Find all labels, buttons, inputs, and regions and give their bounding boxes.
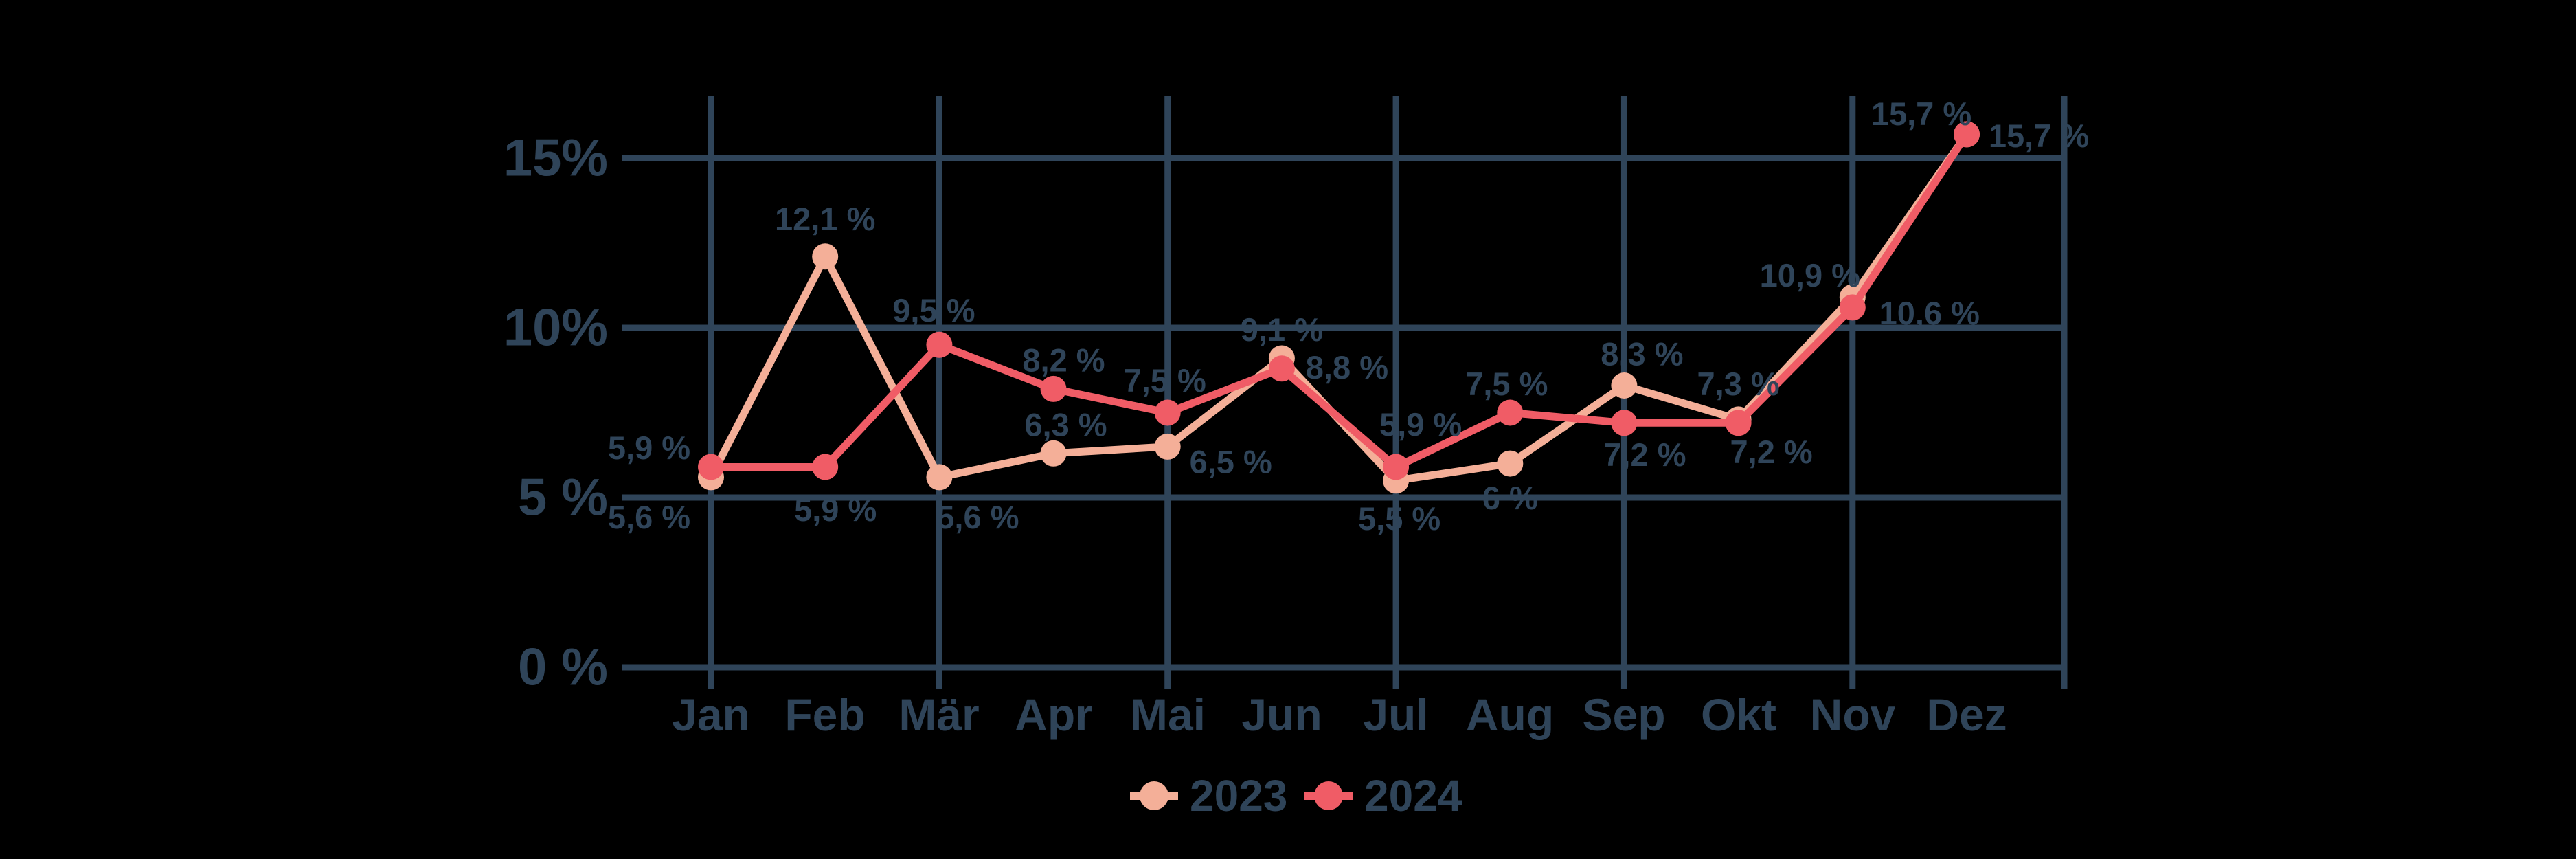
data-point-2024-Jan[interactable]: [698, 454, 724, 480]
data-label-2024-Mai: 7,5 %: [1124, 362, 1206, 399]
data-point-2024-Dez[interactable]: [1954, 121, 1980, 148]
x-axis-label: Apr: [1015, 689, 1093, 740]
data-label-2024-Feb: 5,9 %: [794, 491, 877, 528]
series-layer: [698, 121, 1980, 494]
data-point-2024-Feb[interactable]: [812, 454, 839, 480]
x-axis-label: Sep: [1582, 689, 1665, 740]
x-axis-label: Jul: [1363, 689, 1428, 740]
data-point-2024-Jun[interactable]: [1268, 355, 1295, 382]
x-axis-label: Dez: [1926, 689, 2007, 740]
data-point-2023-Sep[interactable]: [1611, 372, 1638, 399]
data-label-2024-Jul: 5,9 %: [1379, 406, 1462, 443]
data-label-2023-Mai: 6,5 %: [1190, 443, 1272, 480]
x-axis: Jan Feb Mär Apr Mai Jun Jul Aug Sep Okt …: [672, 689, 2007, 740]
data-label-2024-Jan: 5,9 %: [608, 430, 690, 466]
data-label-2023-Feb: 12,1 %: [775, 201, 875, 237]
data-label-2023-Jul: 5,5 %: [1358, 500, 1440, 537]
data-label-2023-Jan: 5,6 %: [608, 499, 690, 535]
data-point-2023-Mär[interactable]: [926, 464, 953, 491]
data-label-2023-Dez: 15,7 %: [1989, 118, 2089, 154]
data-point-2024-Jul[interactable]: [1383, 454, 1410, 480]
data-label-2023-Mär: 5,6 %: [936, 499, 1019, 535]
x-axis-label: Jun: [1241, 689, 1322, 740]
data-point-2024-Okt[interactable]: [1725, 410, 1752, 436]
data-label-2024-Aug: 7,5 %: [1465, 366, 1548, 402]
data-point-2023-Mai[interactable]: [1154, 433, 1181, 460]
data-point-2023-Aug[interactable]: [1497, 450, 1524, 477]
data-label-2023-Jun: 9,1 %: [1241, 311, 1323, 348]
x-axis-label: Feb: [784, 689, 865, 740]
y-tick-label: 5 %: [518, 469, 608, 527]
x-axis-label: Aug: [1466, 689, 1554, 740]
data-label-2023-Aug: 6 %: [1482, 480, 1538, 516]
legend-item-2023[interactable]: 2023: [1130, 771, 1287, 821]
data-label-2024-Apr: 8,2 %: [1022, 342, 1105, 378]
legend-marker-dot: [1314, 781, 1343, 810]
data-point-2023-Apr[interactable]: [1040, 440, 1067, 467]
legend-marker-dot: [1140, 781, 1168, 810]
data-point-2024-Sep[interactable]: [1611, 410, 1638, 436]
data-label-2024-Nov: 10,6 %: [1879, 295, 1980, 331]
data-label-2023-Apr: 6,3 %: [1024, 406, 1107, 443]
y-tick-label: 15%: [504, 129, 608, 188]
legend-item-label: 2024: [1364, 771, 1462, 821]
y-tick-label: 0 %: [518, 638, 608, 697]
gridlines: [622, 96, 2068, 689]
legend: 2023 2024: [1130, 771, 1462, 821]
data-point-2024-Nov[interactable]: [1839, 294, 1866, 321]
data-labels-layer: 5,6 % 12,1 % 5,6 % 6,3 % 6,5 % 9,1 % 5,5 % 6 % 8…: [608, 96, 2089, 537]
data-label-2024-Okt: 7,2 %: [1730, 434, 1813, 470]
data-label-2023-Okt: 7,3 %: [1697, 366, 1780, 402]
x-axis-label: Nov: [1810, 689, 1896, 740]
y-tick-label: 10%: [504, 299, 608, 357]
data-point-2024-Aug[interactable]: [1497, 399, 1524, 426]
data-label-2023-Sep: 8,3 %: [1601, 336, 1683, 372]
data-label-2024-Jun: 8,8 %: [1306, 349, 1388, 386]
data-point-2024-Mär[interactable]: [926, 331, 953, 358]
data-point-2024-Apr[interactable]: [1040, 375, 1067, 402]
data-label-2024-Mär: 9,5 %: [892, 292, 975, 328]
legend-item-2024[interactable]: 2024: [1304, 771, 1462, 821]
data-label-2023-Nov: 10,9 %: [1760, 257, 1860, 293]
data-point-2023-Feb[interactable]: [812, 243, 839, 270]
data-label-2024-Sep: 7,2 %: [1603, 436, 1686, 473]
x-axis-label: Jan: [672, 689, 750, 740]
x-axis-label: Mai: [1130, 689, 1206, 740]
series-line-2024: [707, 130, 1971, 471]
legend-item-label: 2023: [1190, 771, 1287, 821]
data-point-2024-Mai[interactable]: [1154, 399, 1181, 426]
data-label-2024-Dez: 15,7 %: [1871, 96, 1971, 132]
y-axis: 15% 10% 5 % 0 %: [504, 129, 608, 697]
x-axis-label: Mär: [899, 689, 979, 740]
x-axis-label: Okt: [1701, 689, 1776, 740]
